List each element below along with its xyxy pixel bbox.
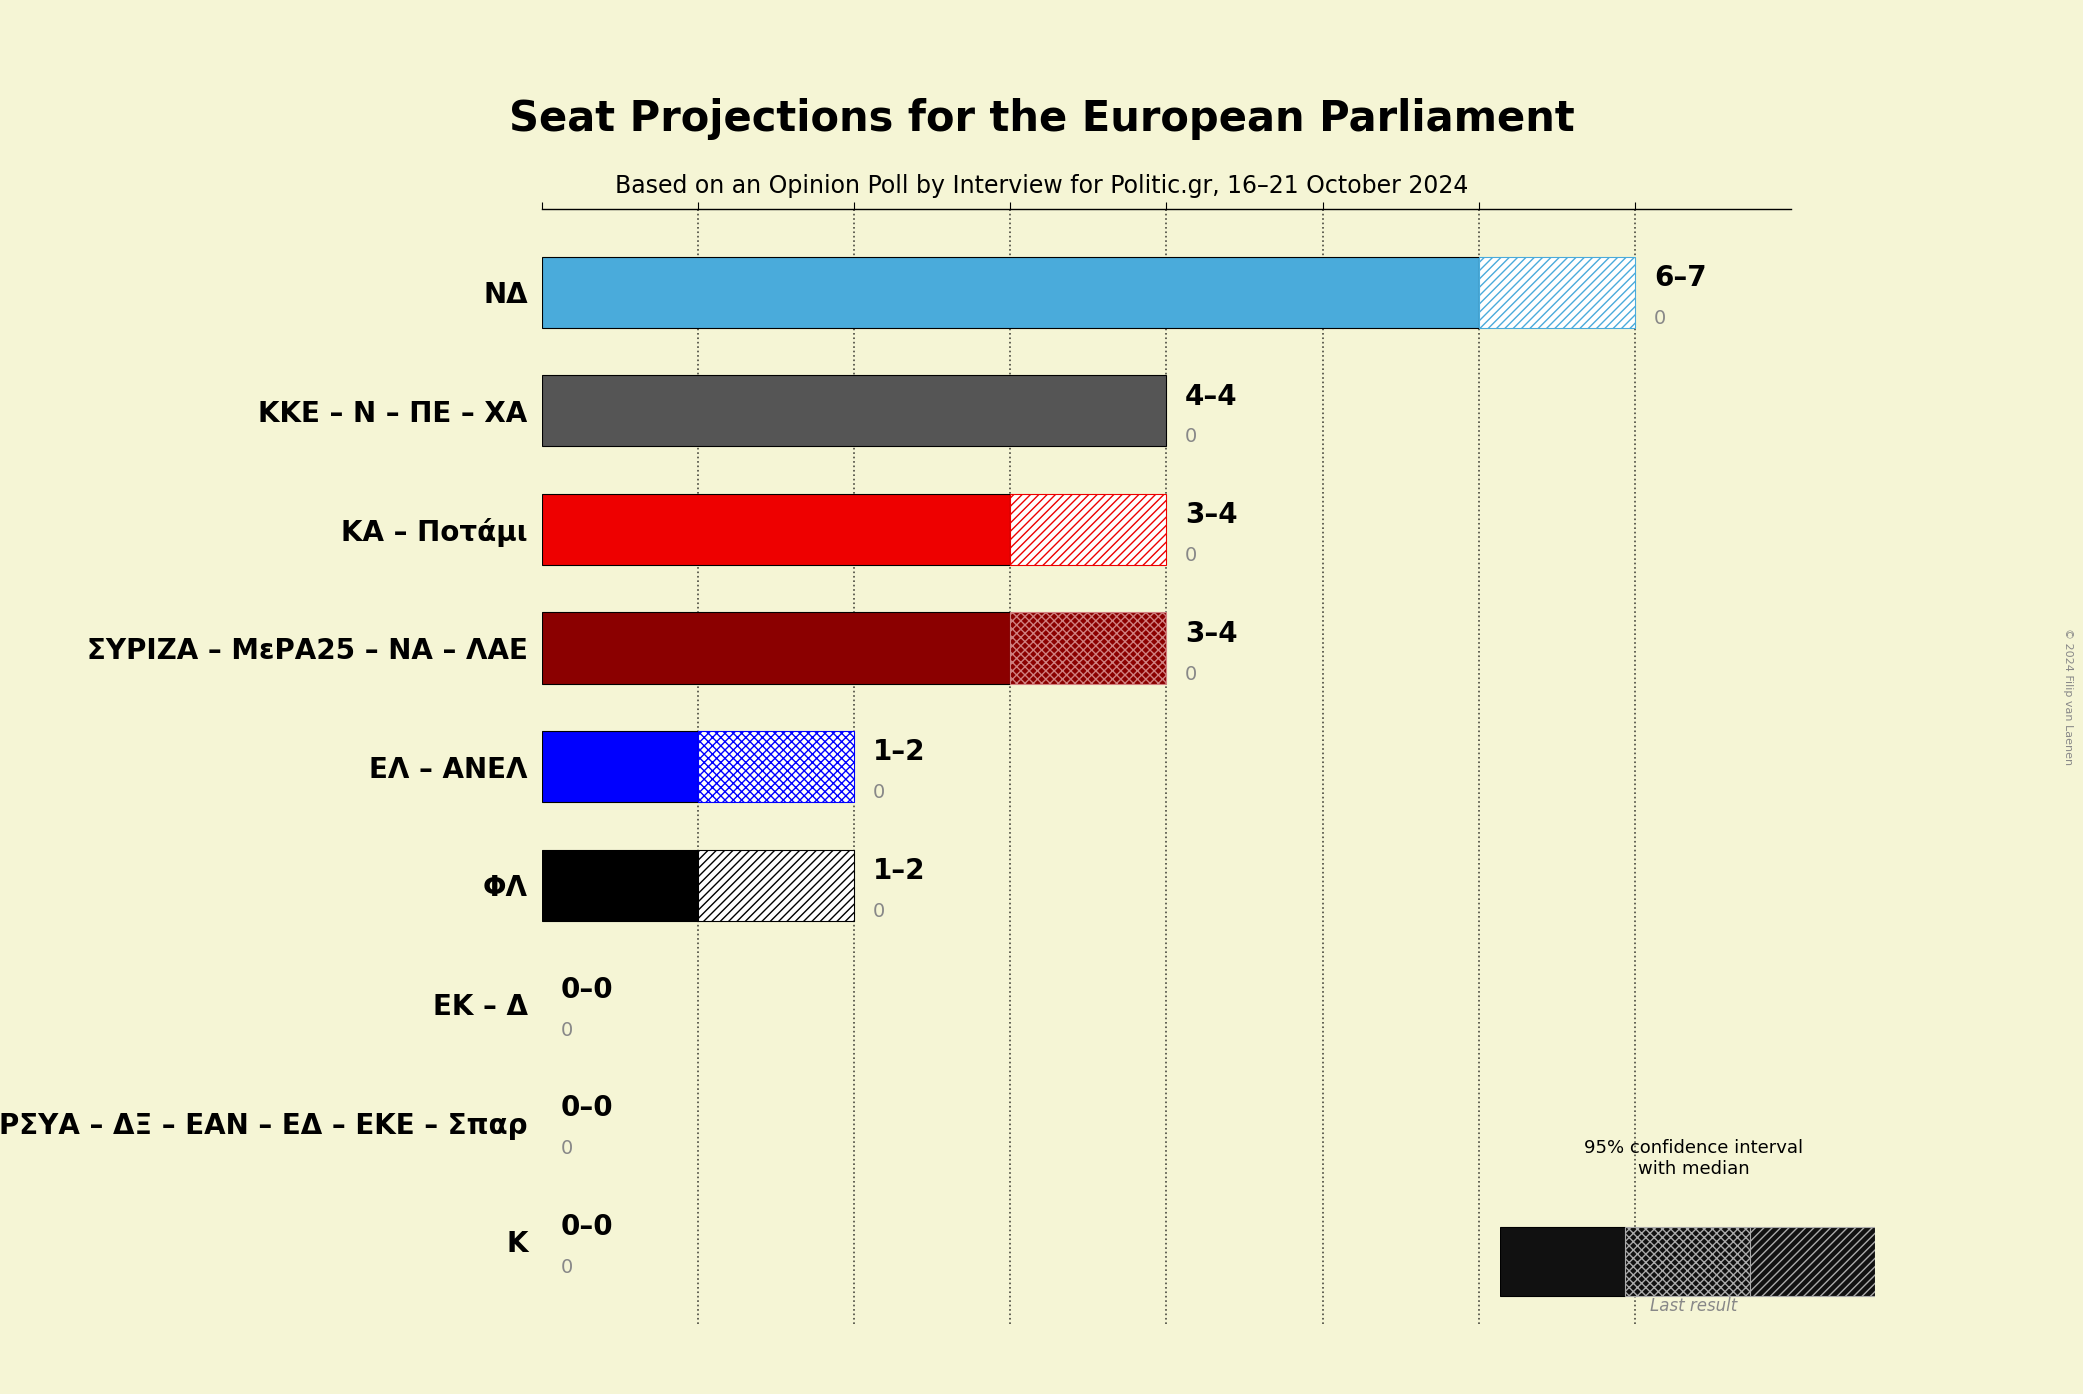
Text: 0: 0 (1185, 428, 1198, 446)
Text: 0: 0 (560, 1139, 573, 1158)
Bar (698, 730, 854, 803)
Bar (542, 256, 1479, 328)
Text: 0–0: 0–0 (560, 976, 612, 1004)
Text: 0: 0 (873, 902, 885, 921)
Text: 6–7: 6–7 (1654, 263, 1706, 291)
Bar (542, 375, 1166, 446)
Text: 3–4: 3–4 (1185, 502, 1237, 530)
Text: 3–4: 3–4 (1185, 620, 1237, 648)
Bar (542, 493, 1010, 565)
Text: 0–0: 0–0 (560, 1213, 612, 1241)
Text: 0–0: 0–0 (560, 1094, 612, 1122)
Bar (1625, 1227, 1750, 1296)
Text: 95% confidence interval
with median: 95% confidence interval with median (1583, 1139, 1804, 1178)
Bar (1750, 1227, 1875, 1296)
Bar (1479, 256, 1635, 328)
Text: Based on an Opinion Poll by Interview for Politic.gr, 16–21 October 2024: Based on an Opinion Poll by Interview fo… (614, 174, 1469, 198)
Bar (1010, 493, 1166, 565)
Bar (1500, 1227, 1625, 1296)
Text: 4–4: 4–4 (1185, 382, 1237, 411)
Bar (542, 850, 698, 921)
Text: 1–2: 1–2 (873, 857, 925, 885)
Text: Last result: Last result (1650, 1296, 1737, 1315)
Text: 0: 0 (1185, 546, 1198, 565)
Bar (698, 850, 854, 921)
Text: 0: 0 (560, 1020, 573, 1040)
Bar (1010, 612, 1166, 683)
Bar (542, 612, 1010, 683)
Text: 0: 0 (1654, 308, 1666, 328)
Text: © 2024 Filip van Laenen: © 2024 Filip van Laenen (2062, 629, 2073, 765)
Text: 0: 0 (1185, 665, 1198, 683)
Text: 1–2: 1–2 (873, 739, 925, 767)
Text: 0: 0 (873, 783, 885, 803)
Bar (542, 730, 698, 803)
Text: 0: 0 (560, 1257, 573, 1277)
Text: Seat Projections for the European Parliament: Seat Projections for the European Parlia… (508, 98, 1575, 139)
